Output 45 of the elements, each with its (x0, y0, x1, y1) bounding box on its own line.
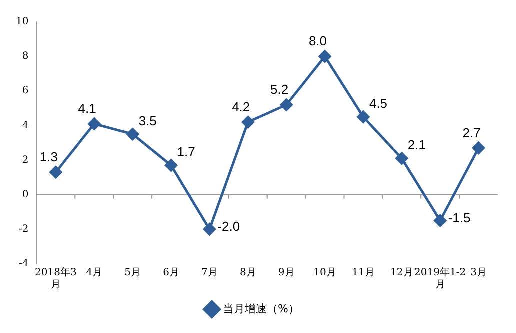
point (357, 110, 370, 124)
data-label: 4.1 (78, 101, 96, 116)
y-tick-label: 6 (22, 86, 29, 97)
x-tick-label: 7月 (202, 268, 218, 279)
data-label: 4.5 (369, 96, 388, 112)
legend-label: 当月增速（%） (223, 302, 300, 316)
point (203, 223, 216, 236)
x-tick-label: 3月 (470, 268, 487, 279)
y-tick-label: 0 (22, 189, 29, 200)
data-label: 5.2 (270, 82, 289, 98)
point (280, 98, 293, 112)
x-tick-label: 4月 (86, 268, 103, 279)
x-tick-label: 5月 (124, 268, 142, 279)
y-tick-label: 10 (16, 16, 29, 28)
point (396, 152, 408, 165)
point (50, 166, 62, 179)
data-label: 4.2 (232, 99, 250, 114)
data-label: 2.1 (408, 138, 426, 153)
x-tick-label: 2018年3月 (35, 266, 77, 291)
x-tick-label: 9月 (278, 268, 295, 279)
x-tick-label: 6月 (163, 268, 180, 279)
y-tick-label: 4 (22, 120, 29, 132)
x-tick-label: 2019年1-2月 (414, 266, 466, 291)
y-tick-label: -4 (18, 258, 29, 270)
x-tick-label: 10月 (314, 268, 336, 279)
x-tick-label: 8月 (240, 268, 256, 279)
x-tick-label: 12月 (390, 268, 414, 279)
y-tick-label: 8 (22, 51, 29, 62)
point (88, 118, 101, 130)
data-label: 1.3 (40, 149, 58, 164)
x-tick-label: 11月 (352, 268, 375, 279)
point (165, 159, 178, 172)
data-label: 3.5 (138, 113, 157, 128)
data-label: -1.5 (448, 210, 471, 226)
data-label: 8.0 (308, 34, 328, 49)
y-tick-label: -2 (18, 224, 29, 236)
point (318, 50, 332, 63)
y-tick-label: 2 (22, 154, 29, 166)
point (126, 128, 140, 141)
data-label: -2.0 (218, 219, 240, 234)
point (242, 116, 254, 129)
data-label: 1.7 (177, 144, 196, 160)
point (472, 142, 486, 154)
data-label: 2.7 (462, 125, 481, 140)
point (434, 214, 447, 228)
